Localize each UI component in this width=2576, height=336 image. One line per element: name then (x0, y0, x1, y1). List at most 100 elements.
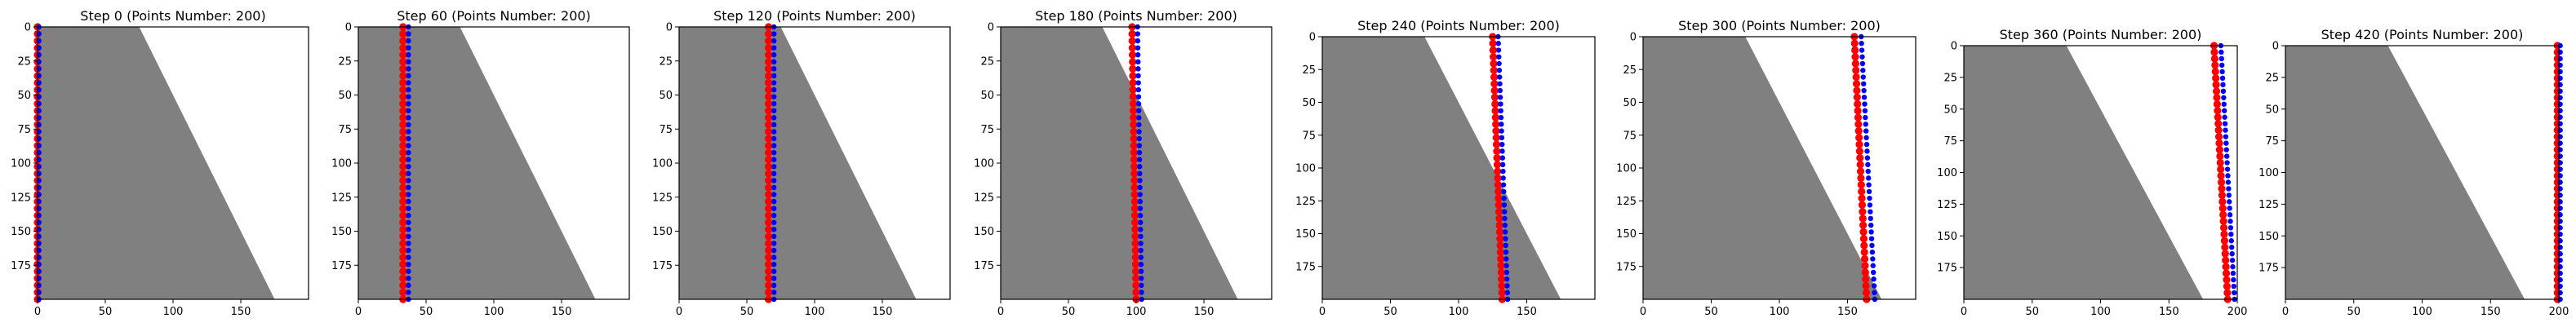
red-point (1850, 39, 1859, 47)
blue-point (771, 94, 777, 99)
y-tick-label: 150 (1616, 228, 1637, 241)
red-point (1130, 170, 1139, 178)
blue-point (406, 101, 411, 107)
y-tick-label: 150 (331, 226, 352, 238)
red-point (1493, 161, 1502, 169)
x-tick-label: 100 (163, 306, 184, 318)
blue-point (771, 268, 777, 274)
blue-point (2224, 160, 2230, 166)
blue-point (1136, 122, 1142, 128)
blue-point (1863, 114, 1868, 121)
blue-point (1497, 81, 1503, 86)
red-point (399, 78, 407, 87)
x-tick-label: 50 (740, 306, 754, 318)
red-point (1490, 60, 1498, 68)
x-tick-label: 100 (1449, 306, 1469, 318)
blue-point (406, 115, 411, 121)
blue-point (1136, 157, 1143, 162)
blue-point (771, 241, 777, 246)
x-tick-label: 50 (2347, 306, 2361, 318)
blue-point (771, 115, 777, 121)
red-point (399, 113, 407, 122)
red-point (1128, 51, 1137, 59)
y-tick-label: 50 (338, 90, 352, 102)
blue-point (406, 143, 411, 148)
red-point (1492, 126, 1500, 135)
blue-point (1499, 122, 1504, 127)
blue-point (406, 86, 411, 93)
blue-point (771, 129, 777, 135)
red-point (2222, 269, 2231, 277)
blue-point (2232, 290, 2237, 296)
red-point (2221, 243, 2229, 251)
blue-point (406, 254, 411, 260)
blue-point (2221, 108, 2227, 113)
red-point (399, 219, 407, 227)
blue-point (2222, 121, 2228, 126)
blue-point (2228, 232, 2234, 237)
y-tick-label: 150 (11, 226, 31, 238)
red-point (1862, 275, 1870, 283)
blue-point (406, 170, 411, 177)
y-tick-label: 50 (1943, 104, 1957, 116)
red-point (1855, 134, 1863, 142)
red-point (1497, 268, 1505, 276)
y-tick-label: 75 (980, 124, 994, 136)
red-point (1497, 275, 1506, 283)
x-tick-label: 150 (2159, 306, 2179, 318)
blue-point (1501, 195, 1507, 201)
red-point (2217, 171, 2225, 180)
chart-panel-5: 0 50 100 150 0 25 50 75 100 125 150 175 Step 300 (Po… (1616, 18, 1916, 318)
red-point (1489, 39, 1497, 47)
blue-point (406, 282, 411, 289)
x-tick-label: 200 (2549, 306, 2569, 318)
blue-point (1135, 86, 1142, 93)
y-tick-label: 100 (1295, 163, 1316, 175)
y-tick-label: 50 (1302, 97, 1316, 109)
blue-point (1867, 202, 1873, 208)
x-tick-label: 150 (873, 306, 893, 318)
blue-point (771, 73, 777, 79)
red-point (2213, 100, 2221, 108)
red-point (2218, 184, 2226, 193)
blue-point (406, 164, 411, 170)
red-point (1129, 64, 1137, 73)
blue-point (406, 206, 411, 211)
red-point (2210, 55, 2218, 63)
red-point (399, 64, 407, 73)
red-point (1494, 174, 1502, 182)
red-point (764, 44, 773, 52)
x-tick-label: 100 (2412, 306, 2432, 318)
red-point (1130, 113, 1138, 122)
y-tick-label: 0 (24, 22, 31, 34)
red-point (399, 99, 407, 108)
red-point (1861, 262, 1869, 270)
blue-point (406, 129, 411, 135)
red-point (2221, 250, 2229, 258)
red-point (1490, 66, 1498, 74)
red-point (399, 267, 407, 276)
blue-point (1497, 87, 1503, 94)
red-point (1492, 120, 1500, 128)
red-point (1130, 211, 1139, 219)
blue-point (1499, 141, 1505, 148)
blue-point (771, 276, 777, 281)
blue-point (2229, 250, 2235, 257)
blue-point (2220, 82, 2226, 88)
red-point (1129, 93, 1137, 101)
blue-point (1136, 143, 1143, 148)
red-point (1854, 113, 1863, 122)
y-tick-label: 125 (1937, 199, 1957, 211)
red-point (2218, 191, 2227, 200)
red-point (1857, 181, 1865, 189)
blue-point (1502, 209, 1508, 214)
red-point (2214, 133, 2223, 141)
blue-point (1862, 101, 1868, 107)
y-tick-label: 125 (1616, 196, 1637, 208)
chart-panel-6: 0 50 100 150 200 0 25 50 75 100 125 150 175 Step 360 … (1937, 27, 2247, 318)
blue-point (406, 108, 411, 113)
blue-point (2223, 134, 2229, 139)
red-point (1491, 113, 1499, 122)
x-tick-label: 50 (99, 306, 113, 318)
chart-panel-4: 0 50 100 150 0 25 50 75 100 125 150 175 Step 240 (Po… (1295, 18, 1596, 318)
